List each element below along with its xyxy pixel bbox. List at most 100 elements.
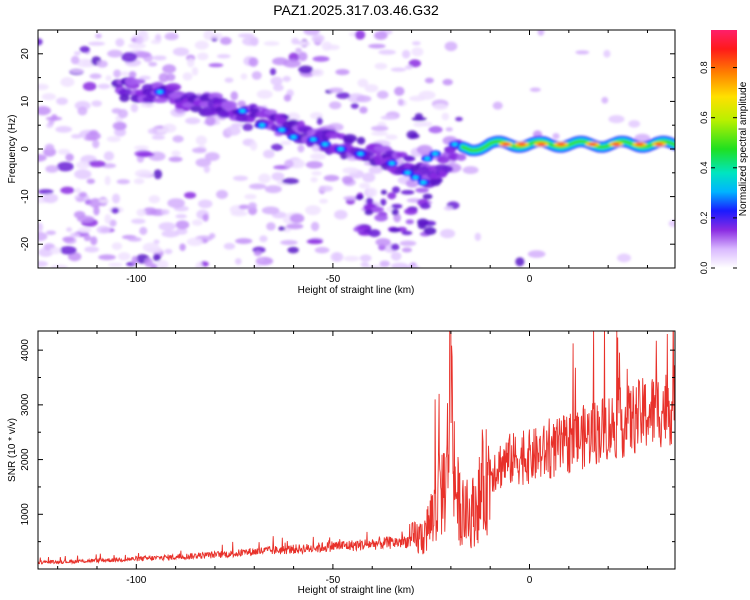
spectrogram-noise-blob: [82, 81, 97, 91]
spectrogram-noise-blob: [224, 77, 234, 83]
spectrogram-noise-blob: [195, 261, 203, 268]
snr-panel: -100 -50 0 1000 2000 3000 4000 Height of strai…: [7, 330, 676, 596]
spectrogram-noise-blob: [98, 198, 110, 204]
spectrogram-noise-blob: [38, 231, 48, 242]
spectrogram-noise-blob: [515, 257, 525, 267]
spectrogram-cluster-blob: [415, 187, 429, 193]
spectrogram-noise-blob: [76, 58, 94, 68]
spectrogram-noise-blob: [131, 255, 138, 265]
spectrogram-noise-blob: [111, 207, 120, 214]
spectrogram-noise-blob: [150, 263, 158, 268]
spectrogram-ridge-blob: [165, 83, 182, 92]
spectrogram-noise-blob: [394, 86, 405, 96]
spectrogram-noise-blob: [406, 130, 418, 140]
spectrogram-ridge-blob: [445, 147, 455, 154]
spectrogram-noise-blob: [38, 154, 47, 162]
spectrogram-noise-blob: [378, 49, 396, 55]
spectrogram-noise-blob: [51, 114, 58, 121]
spectrogram-noise-blob: [537, 30, 545, 36]
spectrogram-noise-blob: [371, 131, 389, 136]
spectrogram-noise-blob: [424, 77, 434, 84]
spectrogram-noise-blob: [136, 152, 155, 157]
spectrogram-ridge-blob: [340, 151, 349, 160]
figure-title: PAZ1.2025.317.03.46.G32: [273, 2, 439, 18]
spectrogram-noise-blob: [368, 166, 383, 174]
spectrogram-noise-blob: [360, 261, 370, 268]
spectrogram-noise-blob: [191, 67, 199, 76]
colorbar-tick-label: 0.0: [699, 262, 709, 275]
snr-axes: -100 -50 0 1000 2000 3000 4000: [20, 331, 675, 586]
spectrogram-noise-blob: [168, 156, 183, 163]
spectrogram-noise-blob: [128, 71, 137, 79]
spectrogram-noise-blob: [234, 258, 242, 265]
spectrogram-noise-blob: [365, 264, 383, 268]
spectrogram-noise-blob: [38, 38, 43, 46]
spectrogram-noise-blob: [527, 250, 546, 258]
spectrogram-noise-blob: [411, 41, 421, 46]
spectrogram-noise-blob: [273, 84, 284, 92]
spectrogram-noise-blob: [133, 178, 145, 185]
snr-series: [38, 331, 675, 565]
y-tick-label: 10: [20, 95, 31, 107]
spectrogram-noise-blob: [56, 161, 74, 172]
spectrogram-noise-blob: [62, 236, 75, 243]
spectrogram-ridge-blob: [342, 134, 357, 143]
spectrogram-noise-blob: [78, 191, 88, 198]
spectrogram-noise-blob: [204, 116, 216, 126]
spectrogram-hot-red: [517, 142, 526, 146]
spectrogram-noise-blob: [67, 251, 82, 262]
spectrogram-noise-blob: [171, 150, 181, 157]
spectrogram-cluster-blob: [380, 189, 387, 195]
spectrogram-noise-blob: [70, 134, 83, 139]
spectrogram-noise-blob: [50, 264, 68, 268]
spectrogram-cluster-blob: [417, 218, 429, 226]
spectrogram-noise-blob: [248, 57, 259, 67]
spectrogram-noise-blob: [445, 127, 453, 132]
spectrogram-ridge-blob: [436, 155, 450, 164]
spectrogram-ridge-blob: [190, 105, 203, 113]
spectrogram-noise-blob: [272, 57, 289, 66]
y-tick-label: 0: [20, 146, 31, 152]
spectrogram-noise-blob: [60, 77, 75, 87]
y-tick-label: 4000: [20, 339, 31, 362]
spectrogram-ridge-blob: [287, 119, 300, 127]
colorbar-scale: [711, 30, 737, 268]
spectrogram-noise-blob: [401, 49, 411, 59]
spectrogram-noise-blob: [270, 76, 283, 86]
spectrogram-noise-blob: [133, 145, 149, 150]
spectrogram-noise-blob: [91, 100, 102, 107]
spectrogram-noise-blob: [77, 227, 92, 233]
spectrogram-noise-blob: [175, 214, 188, 219]
spectrogram-ridge-blob: [438, 169, 448, 178]
spectrogram-noise-blob: [253, 250, 262, 257]
spectrogram-noise-blob: [416, 144, 433, 155]
spectrogram-core-cyan: [310, 137, 317, 142]
spectrogram-ridge-blob: [430, 177, 442, 186]
spectrogram-noise-blob: [271, 143, 283, 151]
spectrogram-noise-blob: [289, 213, 305, 224]
spectrogram-noise-blob: [552, 132, 560, 140]
spectrogram-noise-blob: [282, 75, 291, 82]
spectrogram-noise-blob: [45, 165, 59, 173]
spectrogram-noise-blob: [390, 251, 402, 261]
spectrogram-noise-blob: [319, 198, 329, 204]
spectrogram-noise-blob: [311, 68, 324, 77]
colorbar-tick-label: 0.8: [699, 61, 709, 74]
spectrogram-noise-blob: [314, 246, 330, 254]
spectrogram-noise-blob: [116, 179, 130, 185]
spectrogram-noise-blob: [90, 236, 98, 246]
spectrogram-noise-blob: [182, 72, 193, 81]
spectrogram-noise-blob: [328, 87, 344, 94]
spectrogram-noise-blob: [195, 158, 212, 168]
spectrogram-noise-blob: [312, 56, 330, 62]
spectrogram-noise-blob: [269, 68, 277, 76]
spectrogram-noise-blob: [251, 71, 262, 80]
spectrogram-noise-blob: [153, 169, 163, 180]
x-tick-label: 0: [527, 575, 533, 586]
spectrogram-noise-blob: [263, 149, 275, 159]
spectrogram-ylabel: Frequency (Hz): [7, 115, 18, 184]
spectrogram-noise-blob: [96, 225, 111, 234]
spectrogram-noise-blob: [333, 252, 341, 261]
spectrogram-noise-blob: [79, 46, 90, 53]
spectrogram-noise-blob: [130, 103, 139, 113]
